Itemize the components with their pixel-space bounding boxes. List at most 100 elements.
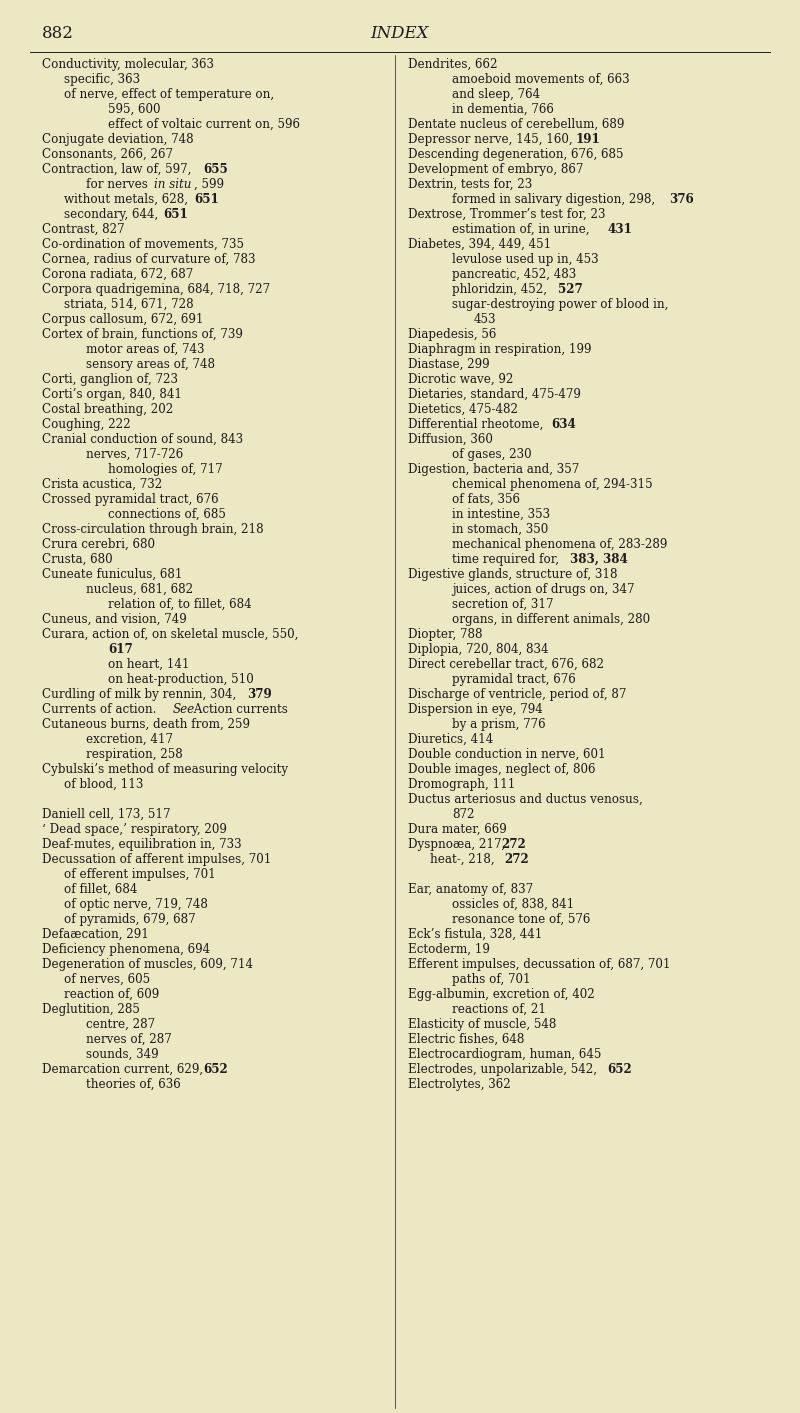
Text: Diastase, 299: Diastase, 299	[408, 357, 490, 372]
Text: Co-ordination of movements, 735: Co-ordination of movements, 735	[42, 237, 244, 252]
Text: Cranial conduction of sound, 843: Cranial conduction of sound, 843	[42, 432, 243, 447]
Text: in intestine, 353: in intestine, 353	[452, 509, 550, 521]
Text: in situ: in situ	[154, 178, 192, 191]
Text: , 599: , 599	[194, 178, 225, 191]
Text: 617: 617	[108, 643, 133, 656]
Text: Diffusion, 360: Diffusion, 360	[408, 432, 493, 447]
Text: striata, 514, 671, 728: striata, 514, 671, 728	[64, 298, 194, 311]
Text: Diabetes, 394, 449, 451: Diabetes, 394, 449, 451	[408, 237, 551, 252]
Text: 191: 191	[576, 133, 601, 146]
Text: Daniell cell, 173, 517: Daniell cell, 173, 517	[42, 808, 170, 821]
Text: Diaphragm in respiration, 199: Diaphragm in respiration, 199	[408, 343, 591, 356]
Text: mechanical phenomena of, 283-289: mechanical phenomena of, 283-289	[452, 538, 667, 551]
Text: Demarcation current, 629,: Demarcation current, 629,	[42, 1063, 207, 1077]
Text: of pyramids, 679, 687: of pyramids, 679, 687	[64, 913, 196, 926]
Text: Diopter, 788: Diopter, 788	[408, 627, 482, 642]
Text: Cybulski’s method of measuring velocity: Cybulski’s method of measuring velocity	[42, 763, 288, 776]
Text: Deglutition, 285: Deglutition, 285	[42, 1003, 140, 1016]
Text: INDEX: INDEX	[370, 25, 430, 42]
Text: Diplopia, 720, 804, 834: Diplopia, 720, 804, 834	[408, 643, 549, 656]
Text: of nerves, 605: of nerves, 605	[64, 974, 150, 986]
Text: in dementia, 766: in dementia, 766	[452, 103, 554, 116]
Text: Conductivity, molecular, 363: Conductivity, molecular, 363	[42, 58, 214, 71]
Text: 651: 651	[194, 194, 219, 206]
Text: excretion, 417: excretion, 417	[86, 733, 173, 746]
Text: of efferent impulses, 701: of efferent impulses, 701	[64, 868, 216, 880]
Text: Descending degeneration, 676, 685: Descending degeneration, 676, 685	[408, 148, 623, 161]
Text: Corti, ganglion of, 723: Corti, ganglion of, 723	[42, 373, 178, 386]
Text: Coughing, 222: Coughing, 222	[42, 418, 130, 431]
Text: Contraction, law of, 597,: Contraction, law of, 597,	[42, 162, 195, 177]
Text: Direct cerebellar tract, 676, 682: Direct cerebellar tract, 676, 682	[408, 658, 604, 671]
Text: levulose used up in, 453: levulose used up in, 453	[452, 253, 598, 266]
Text: Crura cerebri, 680: Crura cerebri, 680	[42, 538, 155, 551]
Text: motor areas of, 743: motor areas of, 743	[86, 343, 205, 356]
Text: Defaæcation, 291: Defaæcation, 291	[42, 928, 149, 941]
Text: Dromograph, 111: Dromograph, 111	[408, 779, 515, 791]
Text: Corpus callosum, 672, 691: Corpus callosum, 672, 691	[42, 314, 203, 326]
Text: Dura mater, 669: Dura mater, 669	[408, 822, 506, 836]
Text: Dietetics, 475-482: Dietetics, 475-482	[408, 403, 518, 415]
Text: Deaf-mutes, equilibration in, 733: Deaf-mutes, equilibration in, 733	[42, 838, 242, 851]
Text: of blood, 113: of blood, 113	[64, 779, 143, 791]
Text: Crossed pyramidal tract, 676: Crossed pyramidal tract, 676	[42, 493, 218, 506]
Text: Curara, action of, on skeletal muscle, 550,: Curara, action of, on skeletal muscle, 5…	[42, 627, 298, 642]
Text: ‘ Dead space,’ respiratory, 209: ‘ Dead space,’ respiratory, 209	[42, 822, 227, 836]
Text: of gases, 230: of gases, 230	[452, 448, 532, 461]
Text: Dispersion in eye, 794: Dispersion in eye, 794	[408, 704, 542, 716]
Text: 634: 634	[551, 418, 576, 431]
Text: of optic nerve, 719, 748: of optic nerve, 719, 748	[64, 899, 208, 911]
Text: of fats, 356: of fats, 356	[452, 493, 520, 506]
Text: Deficiency phenomena, 694: Deficiency phenomena, 694	[42, 942, 210, 957]
Text: Curdling of milk by rennin, 304,: Curdling of milk by rennin, 304,	[42, 688, 240, 701]
Text: Double conduction in nerve, 601: Double conduction in nerve, 601	[408, 747, 606, 762]
Text: paths of, 701: paths of, 701	[452, 974, 530, 986]
Text: heat-, 218,: heat-, 218,	[430, 853, 498, 866]
Text: secondary, 644,: secondary, 644,	[64, 208, 162, 220]
Text: formed in salivary digestion, 298,: formed in salivary digestion, 298,	[452, 194, 659, 206]
Text: Corona radiata, 672, 687: Corona radiata, 672, 687	[42, 268, 194, 281]
Text: phloridzin, 452,: phloridzin, 452,	[452, 283, 550, 295]
Text: 272: 272	[501, 838, 526, 851]
Text: Cuneate funiculus, 681: Cuneate funiculus, 681	[42, 568, 182, 581]
Text: and sleep, 764: and sleep, 764	[452, 88, 540, 100]
Text: Cutaneous burns, death from, 259: Cutaneous burns, death from, 259	[42, 718, 250, 731]
Text: pyramidal tract, 676: pyramidal tract, 676	[452, 673, 576, 685]
Text: 655: 655	[203, 162, 228, 177]
Text: Electrolytes, 362: Electrolytes, 362	[408, 1078, 510, 1091]
Text: 652: 652	[203, 1063, 228, 1077]
Text: theories of, 636: theories of, 636	[86, 1078, 181, 1091]
Text: Digestive glands, structure of, 318: Digestive glands, structure of, 318	[408, 568, 618, 581]
Text: Action currents: Action currents	[190, 704, 287, 716]
Text: 651: 651	[163, 208, 188, 220]
Text: Consonants, 266, 267: Consonants, 266, 267	[42, 148, 173, 161]
Text: organs, in different animals, 280: organs, in different animals, 280	[452, 613, 650, 626]
Text: 379: 379	[247, 688, 272, 701]
Text: 652: 652	[606, 1063, 631, 1077]
Text: secretion of, 317: secretion of, 317	[452, 598, 554, 610]
Text: specific, 363: specific, 363	[64, 73, 140, 86]
Text: 431: 431	[607, 223, 632, 236]
Text: Dextrose, Trommer’s test for, 23: Dextrose, Trommer’s test for, 23	[408, 208, 606, 220]
Text: Decussation of afferent impulses, 701: Decussation of afferent impulses, 701	[42, 853, 271, 866]
Text: Efferent impulses, decussation of, 687, 701: Efferent impulses, decussation of, 687, …	[408, 958, 670, 971]
Text: resonance tone of, 576: resonance tone of, 576	[452, 913, 590, 926]
Text: Digestion, bacteria and, 357: Digestion, bacteria and, 357	[408, 463, 579, 476]
Text: Costal breathing, 202: Costal breathing, 202	[42, 403, 174, 415]
Text: connections of, 685: connections of, 685	[108, 509, 226, 521]
Text: reaction of, 609: reaction of, 609	[64, 988, 159, 1000]
Text: effect of voltaic current on, 596: effect of voltaic current on, 596	[108, 119, 300, 131]
Text: in stomach, 350: in stomach, 350	[452, 523, 548, 536]
Text: 882: 882	[42, 25, 74, 42]
Text: Cross-circulation through brain, 218: Cross-circulation through brain, 218	[42, 523, 264, 536]
Text: time required for,: time required for,	[452, 552, 562, 567]
Text: Electrocardiogram, human, 645: Electrocardiogram, human, 645	[408, 1048, 602, 1061]
Text: sensory areas of, 748: sensory areas of, 748	[86, 357, 215, 372]
Text: reactions of, 21: reactions of, 21	[452, 1003, 546, 1016]
Text: homologies of, 717: homologies of, 717	[108, 463, 222, 476]
Text: Dendrites, 662: Dendrites, 662	[408, 58, 498, 71]
Text: nerves of, 287: nerves of, 287	[86, 1033, 172, 1046]
Text: Contrast, 827: Contrast, 827	[42, 223, 125, 236]
Text: 527: 527	[558, 283, 582, 295]
Text: sugar-destroying power of blood in,: sugar-destroying power of blood in,	[452, 298, 668, 311]
